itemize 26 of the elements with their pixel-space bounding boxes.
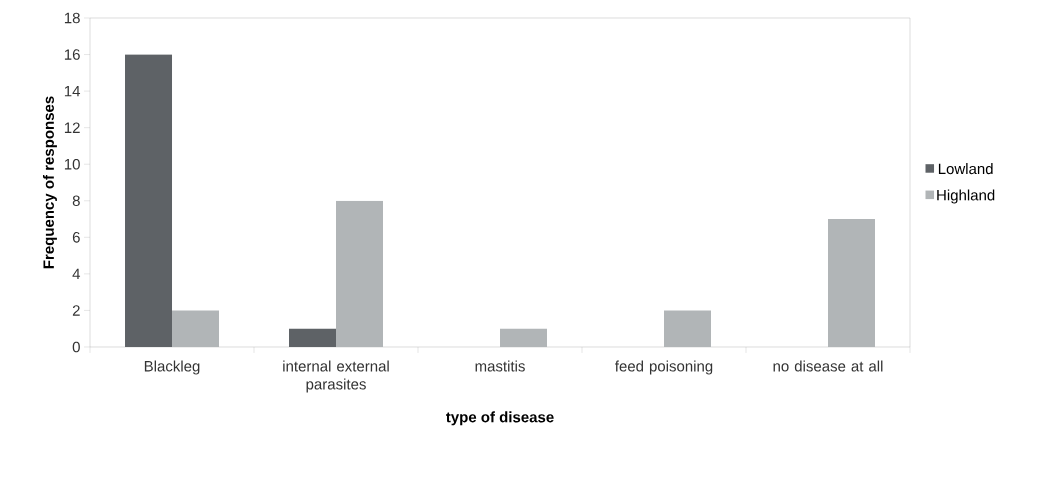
bar bbox=[500, 328, 548, 347]
y-axis-title: Frequency of responses bbox=[42, 96, 57, 269]
bar bbox=[172, 310, 220, 347]
y-tick-label: 18 bbox=[64, 12, 80, 24]
y-tick-label: 6 bbox=[72, 232, 80, 243]
x-tick-label: feed poisoning bbox=[615, 360, 713, 375]
x-tick-label: mastitis bbox=[475, 360, 525, 372]
y-tick-label: 14 bbox=[64, 85, 81, 97]
y-tick-label: 0 bbox=[72, 341, 80, 353]
legend-label: Lowland bbox=[938, 163, 993, 175]
y-tick-label: 16 bbox=[64, 49, 80, 60]
legend-label: Highland bbox=[937, 189, 995, 204]
y-tick-label: 2 bbox=[72, 305, 80, 316]
y-tick-label: 4 bbox=[72, 268, 81, 280]
x-axis-title: type of disease bbox=[446, 411, 554, 426]
bar bbox=[828, 219, 875, 347]
y-tick-label: 10 bbox=[64, 158, 80, 170]
bar bbox=[289, 328, 337, 347]
y-tick-label: 8 bbox=[72, 195, 80, 207]
x-tick-label: no disease at all bbox=[773, 360, 883, 372]
x-tick-label: internal external parasites bbox=[283, 360, 389, 393]
y-tick-label: 12 bbox=[64, 122, 80, 133]
bar bbox=[664, 310, 712, 347]
bar bbox=[125, 54, 173, 347]
bar bbox=[336, 200, 384, 347]
x-tick-label: Blackleg bbox=[144, 360, 200, 375]
